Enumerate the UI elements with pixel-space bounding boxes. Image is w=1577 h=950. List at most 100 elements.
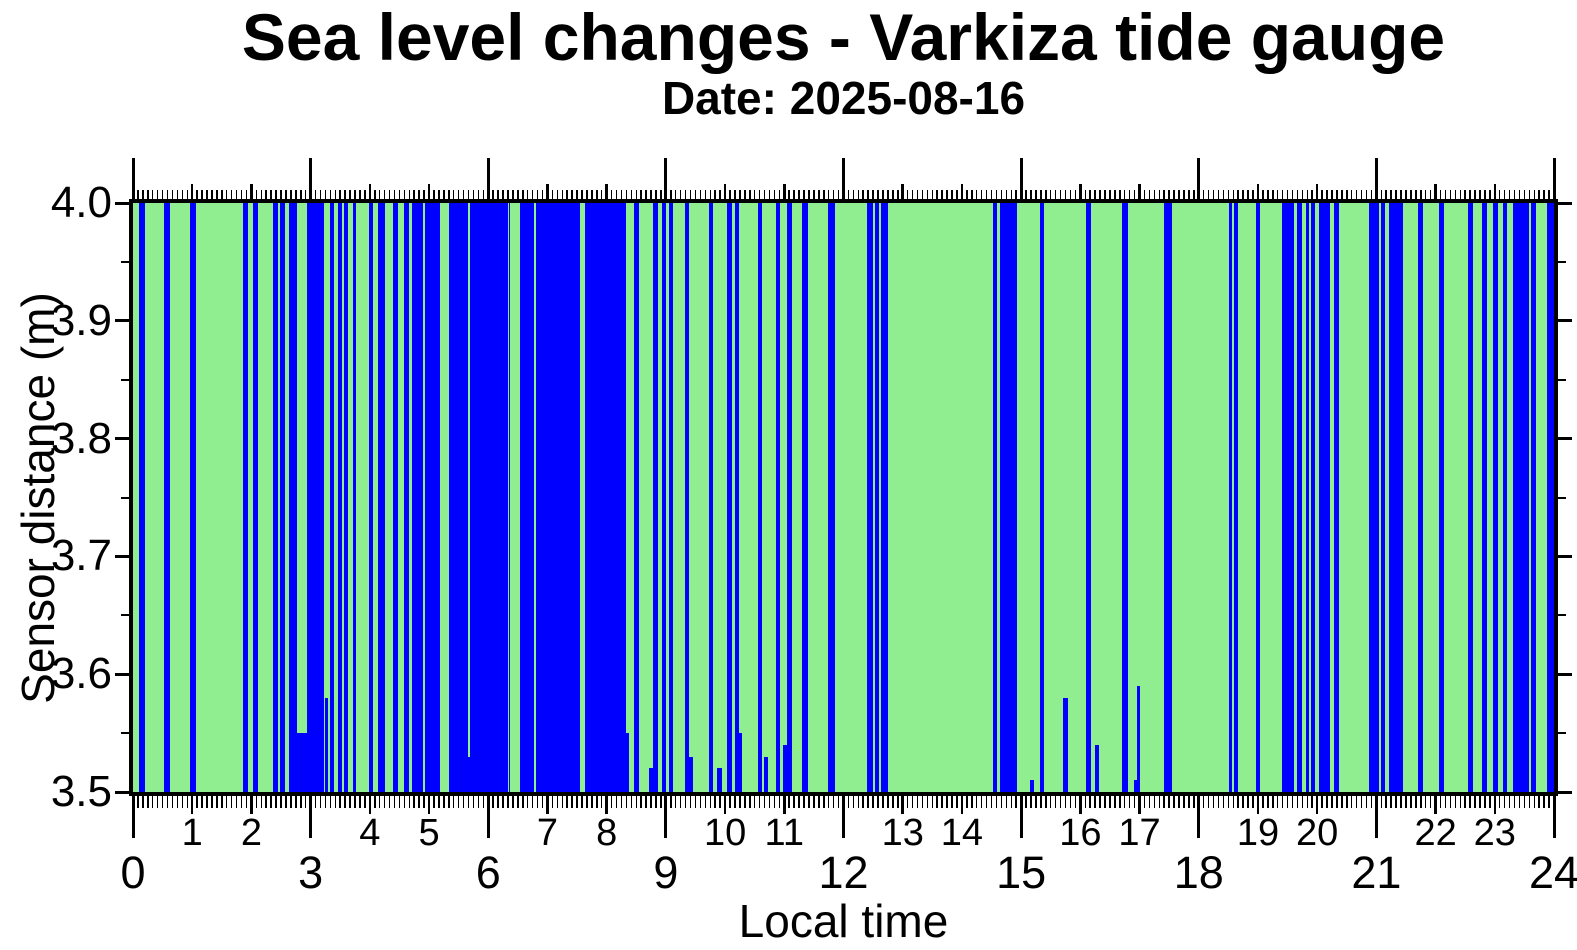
- x-minor-tick: [221, 796, 223, 808]
- data-bar: [164, 203, 171, 792]
- data-bar: [662, 203, 667, 792]
- x-minor-tick: [620, 190, 623, 199]
- x-minor-tick: [1272, 796, 1274, 808]
- data-bar: [1512, 203, 1530, 792]
- x-minor-tick: [778, 190, 781, 199]
- y-major-tick: [1558, 554, 1572, 558]
- x-minor-tick: [1025, 190, 1027, 199]
- x-hour-tick: [1434, 184, 1437, 199]
- x-minor-tick: [1188, 190, 1190, 199]
- x-minor-tick: [995, 190, 998, 199]
- x-minor-tick: [591, 796, 593, 808]
- x-minor-tick: [877, 796, 879, 808]
- x-minor-tick: [398, 796, 401, 808]
- x-minor-tick: [1420, 796, 1422, 808]
- x-minor-tick: [235, 796, 238, 808]
- y-major-tick: [1558, 201, 1572, 205]
- x-minor-tick: [1148, 190, 1151, 199]
- x-minor-tick: [1045, 190, 1047, 199]
- x-minor-tick: [985, 796, 988, 808]
- y-minor-tick: [1558, 378, 1566, 381]
- x-minor-tick: [1454, 190, 1457, 199]
- x-minor-tick: [221, 190, 223, 199]
- x-minor-tick: [1094, 190, 1096, 199]
- x-hour-tick-label: 1: [181, 812, 203, 854]
- x-minor-tick: [1350, 796, 1353, 808]
- x-minor-tick: [408, 796, 411, 808]
- x-minor-tick: [502, 190, 504, 199]
- x-minor-tick: [378, 190, 381, 199]
- y-minor-tick: [1558, 732, 1566, 735]
- x-minor-tick: [240, 796, 243, 808]
- x-minor-tick: [906, 796, 909, 808]
- x-minor-tick: [151, 796, 154, 808]
- x-minor-tick: [1341, 190, 1343, 199]
- x-minor-tick: [477, 796, 480, 808]
- data-bar: [1233, 203, 1239, 792]
- x-minor-tick: [1099, 796, 1101, 808]
- x-minor-tick: [423, 190, 425, 199]
- data-bar: [470, 203, 509, 792]
- x-minor-tick: [674, 796, 677, 808]
- x-minor-tick: [1459, 190, 1461, 199]
- x-minor-tick: [171, 796, 174, 808]
- x-minor-tick: [650, 796, 652, 808]
- x-minor-tick: [1503, 796, 1506, 808]
- x-minor-tick: [1479, 190, 1481, 199]
- x-minor-tick: [156, 796, 159, 808]
- x-minor-tick: [1296, 190, 1299, 199]
- x-minor-tick: [383, 796, 386, 808]
- x-minor-tick: [438, 190, 440, 199]
- x-minor-tick: [142, 796, 144, 808]
- x-minor-tick: [1163, 190, 1165, 199]
- data-bar: [252, 203, 258, 792]
- x-minor-tick: [201, 190, 203, 199]
- data-bar: [1546, 203, 1554, 792]
- data-bar: [1369, 203, 1379, 792]
- x-minor-tick: [314, 190, 317, 199]
- y-major-tick: [1558, 672, 1572, 676]
- x-minor-tick: [1045, 796, 1047, 808]
- x-minor-tick: [329, 796, 332, 808]
- x-minor-tick: [596, 796, 598, 808]
- x-minor-tick: [832, 190, 835, 199]
- x-minor-tick: [467, 796, 470, 808]
- x-minor-tick: [862, 796, 864, 808]
- data-bar: [648, 768, 654, 792]
- x-minor-tick: [1489, 190, 1491, 199]
- x-minor-tick: [975, 796, 978, 808]
- x-minor-tick: [457, 190, 460, 199]
- x-minor-tick: [1178, 190, 1180, 199]
- x-major-tick: [131, 158, 135, 199]
- x-minor-tick: [492, 190, 494, 199]
- x-minor-tick: [729, 190, 731, 199]
- x-minor-tick: [630, 796, 633, 808]
- x-minor-tick: [275, 796, 277, 808]
- x-minor-tick: [892, 190, 894, 199]
- data-bar: [1063, 697, 1068, 792]
- x-minor-tick: [1252, 796, 1254, 808]
- x-minor-tick: [813, 190, 815, 199]
- x-minor-tick: [827, 190, 830, 199]
- x-minor-tick: [1474, 796, 1476, 808]
- x-minor-tick: [1484, 190, 1486, 199]
- x-minor-tick: [1015, 796, 1017, 808]
- x-minor-tick: [892, 796, 894, 808]
- x-minor-tick: [359, 796, 361, 808]
- x-minor-tick: [1237, 796, 1239, 808]
- data-bar: [424, 203, 440, 792]
- x-major-tick: [486, 796, 490, 838]
- x-minor-tick: [1538, 190, 1540, 199]
- x-minor-tick: [1188, 796, 1190, 808]
- y-tick-label: 3.9: [50, 295, 112, 345]
- x-minor-tick: [1513, 796, 1516, 808]
- x-hour-tick-label: 13: [881, 812, 924, 854]
- x-minor-tick: [1479, 796, 1481, 808]
- x-minor-tick: [734, 190, 736, 199]
- x-minor-tick: [773, 796, 776, 808]
- y-tick-label: 3.7: [50, 531, 112, 581]
- x-hour-tick-label: 4: [359, 812, 381, 854]
- x-minor-tick: [1365, 796, 1368, 808]
- x-major-tick: [309, 158, 313, 199]
- data-bar: [519, 203, 534, 792]
